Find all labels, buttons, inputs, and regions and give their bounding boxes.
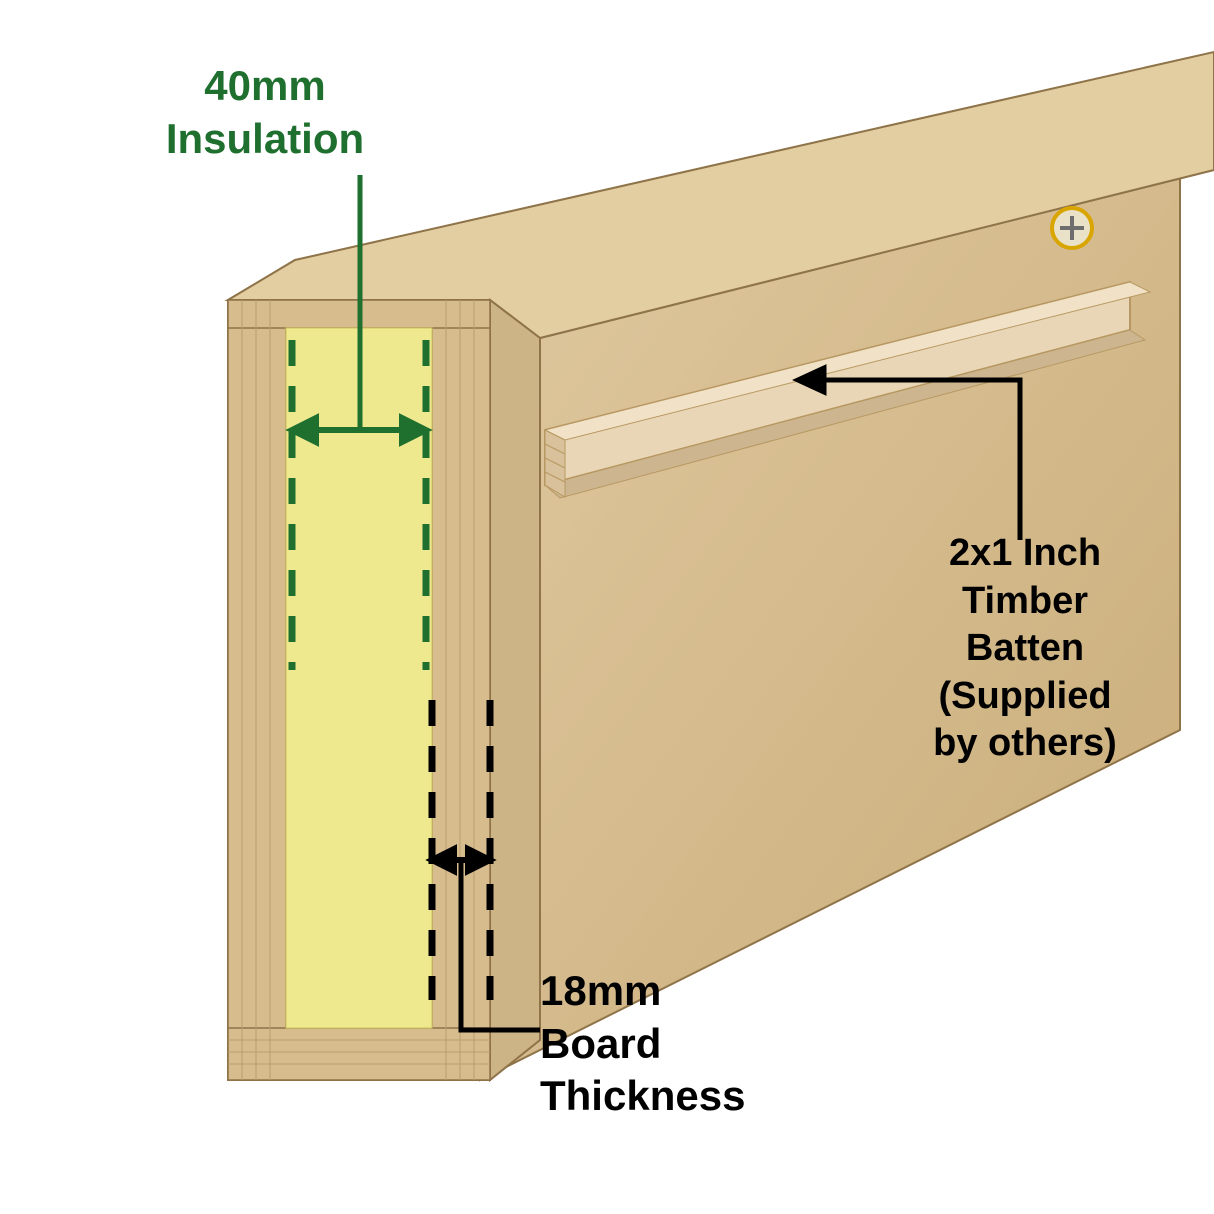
insulation-arrow [292, 175, 426, 442]
batten-face [545, 282, 1130, 485]
batten-top [545, 282, 1150, 440]
insulation-dimension [292, 340, 426, 670]
board-arrow [432, 849, 540, 1030]
front-top2 [228, 260, 555, 300]
right-ply-skin [432, 300, 490, 1080]
insulation-label: 40mm Insulation [135, 60, 395, 165]
insulation-core [286, 328, 432, 1028]
front-right-side [490, 300, 540, 1080]
board-thickness-label: 18mm Board Thickness [540, 965, 840, 1123]
wall-top-strip [480, 126, 1214, 338]
batten-label: 2x1 Inch Timber Batten (Supplied by othe… [900, 530, 1150, 768]
front-face [228, 300, 490, 1080]
board-dimension [432, 700, 490, 1000]
batten-callout [798, 368, 1020, 540]
left-ply-skin [228, 300, 286, 1080]
screw-icon [1052, 208, 1092, 248]
batten-under [545, 330, 1145, 498]
batten-endgrain [545, 430, 565, 497]
